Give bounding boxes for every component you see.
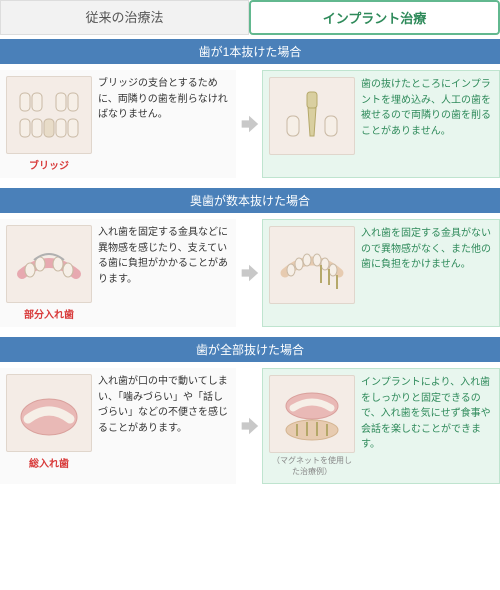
cell-1-right: 歯の抜けたところにインプラントを埋め込み、人工の歯を被せるので両隣りの歯を削るこ… — [262, 70, 500, 178]
thumb-implant-1 — [269, 77, 355, 171]
caption-partial: 部分入れ歯 — [24, 306, 74, 321]
desc-1-left: ブリッジの支台とするために、両隣りの歯を削らなければなりません。 — [98, 76, 230, 172]
cell-3-right: （マグネットを使用した治療例） インプラントにより、入れ歯をしっかりと固定できる… — [262, 368, 500, 484]
caption-bridge: ブリッジ — [29, 157, 69, 172]
arrow-icon — [236, 368, 262, 484]
desc-2-left: 入れ歯を固定する金具などに異物感を感じたり、支えている歯に負担がかかることがあり… — [98, 225, 230, 321]
section-title-1: 歯が1本抜けた場合 — [0, 39, 500, 64]
caption-full: 総入れ歯 — [29, 455, 69, 470]
cell-3-left: 総入れ歯 入れ歯が口の中で動いてしまい、「噛みづらい」や「話しづらい」などの不便… — [0, 368, 236, 484]
implant-illustration-icon — [269, 77, 355, 155]
desc-3-right: インプラントにより、入れ歯をしっかりと固定できるので、入れ歯を気にせず食事や会話… — [361, 375, 493, 477]
partial-denture-illustration-icon — [6, 225, 92, 303]
cell-2-right: 入れ歯を固定する金具がないので異物感がなく、また他の歯に負担をかけません。 — [262, 219, 500, 327]
thumb-implant-2 — [269, 226, 355, 320]
full-denture-illustration-icon — [6, 374, 92, 452]
desc-2-right: 入れ歯を固定する金具がないので異物感がなく、また他の歯に負担をかけません。 — [361, 226, 493, 320]
row-3: 総入れ歯 入れ歯が口の中で動いてしまい、「噛みづらい」や「話しづらい」などの不便… — [0, 368, 500, 484]
thumb-bridge: ブリッジ — [6, 76, 92, 172]
arrow-icon — [236, 70, 262, 178]
cell-2-left: 部分入れ歯 入れ歯を固定する金具などに異物感を感じたり、支えている歯に負担がかか… — [0, 219, 236, 327]
cell-1-left: ブリッジ ブリッジの支台とするために、両隣りの歯を削らなければなりません。 — [0, 70, 236, 178]
note-magnet: （マグネットを使用した治療例） — [269, 455, 355, 477]
row-2: 部分入れ歯 入れ歯を固定する金具などに異物感を感じたり、支えている歯に負担がかか… — [0, 219, 500, 327]
column-headers: 従来の治療法 インプラント治療 — [0, 0, 500, 35]
header-implant: インプラント治療 — [249, 0, 500, 35]
teeth-illustration-icon — [6, 76, 92, 154]
desc-3-left: 入れ歯が口の中で動いてしまい、「噛みづらい」や「話しづらい」などの不便さを感じる… — [98, 374, 230, 478]
thumb-full: 総入れ歯 — [6, 374, 92, 478]
header-conventional: 従来の治療法 — [0, 0, 249, 35]
thumb-partial: 部分入れ歯 — [6, 225, 92, 321]
thumb-implant-3: （マグネットを使用した治療例） — [269, 375, 355, 477]
desc-1-right: 歯の抜けたところにインプラントを埋め込み、人工の歯を被せるので両隣りの歯を削るこ… — [361, 77, 493, 171]
implant-denture-illustration-icon — [269, 375, 355, 453]
row-1: ブリッジ ブリッジの支台とするために、両隣りの歯を削らなければなりません。 歯の… — [0, 70, 500, 178]
section-title-3: 歯が全部抜けた場合 — [0, 337, 500, 362]
section-title-2: 奥歯が数本抜けた場合 — [0, 188, 500, 213]
arrow-icon — [236, 219, 262, 327]
implant-arch-illustration-icon — [269, 226, 355, 304]
